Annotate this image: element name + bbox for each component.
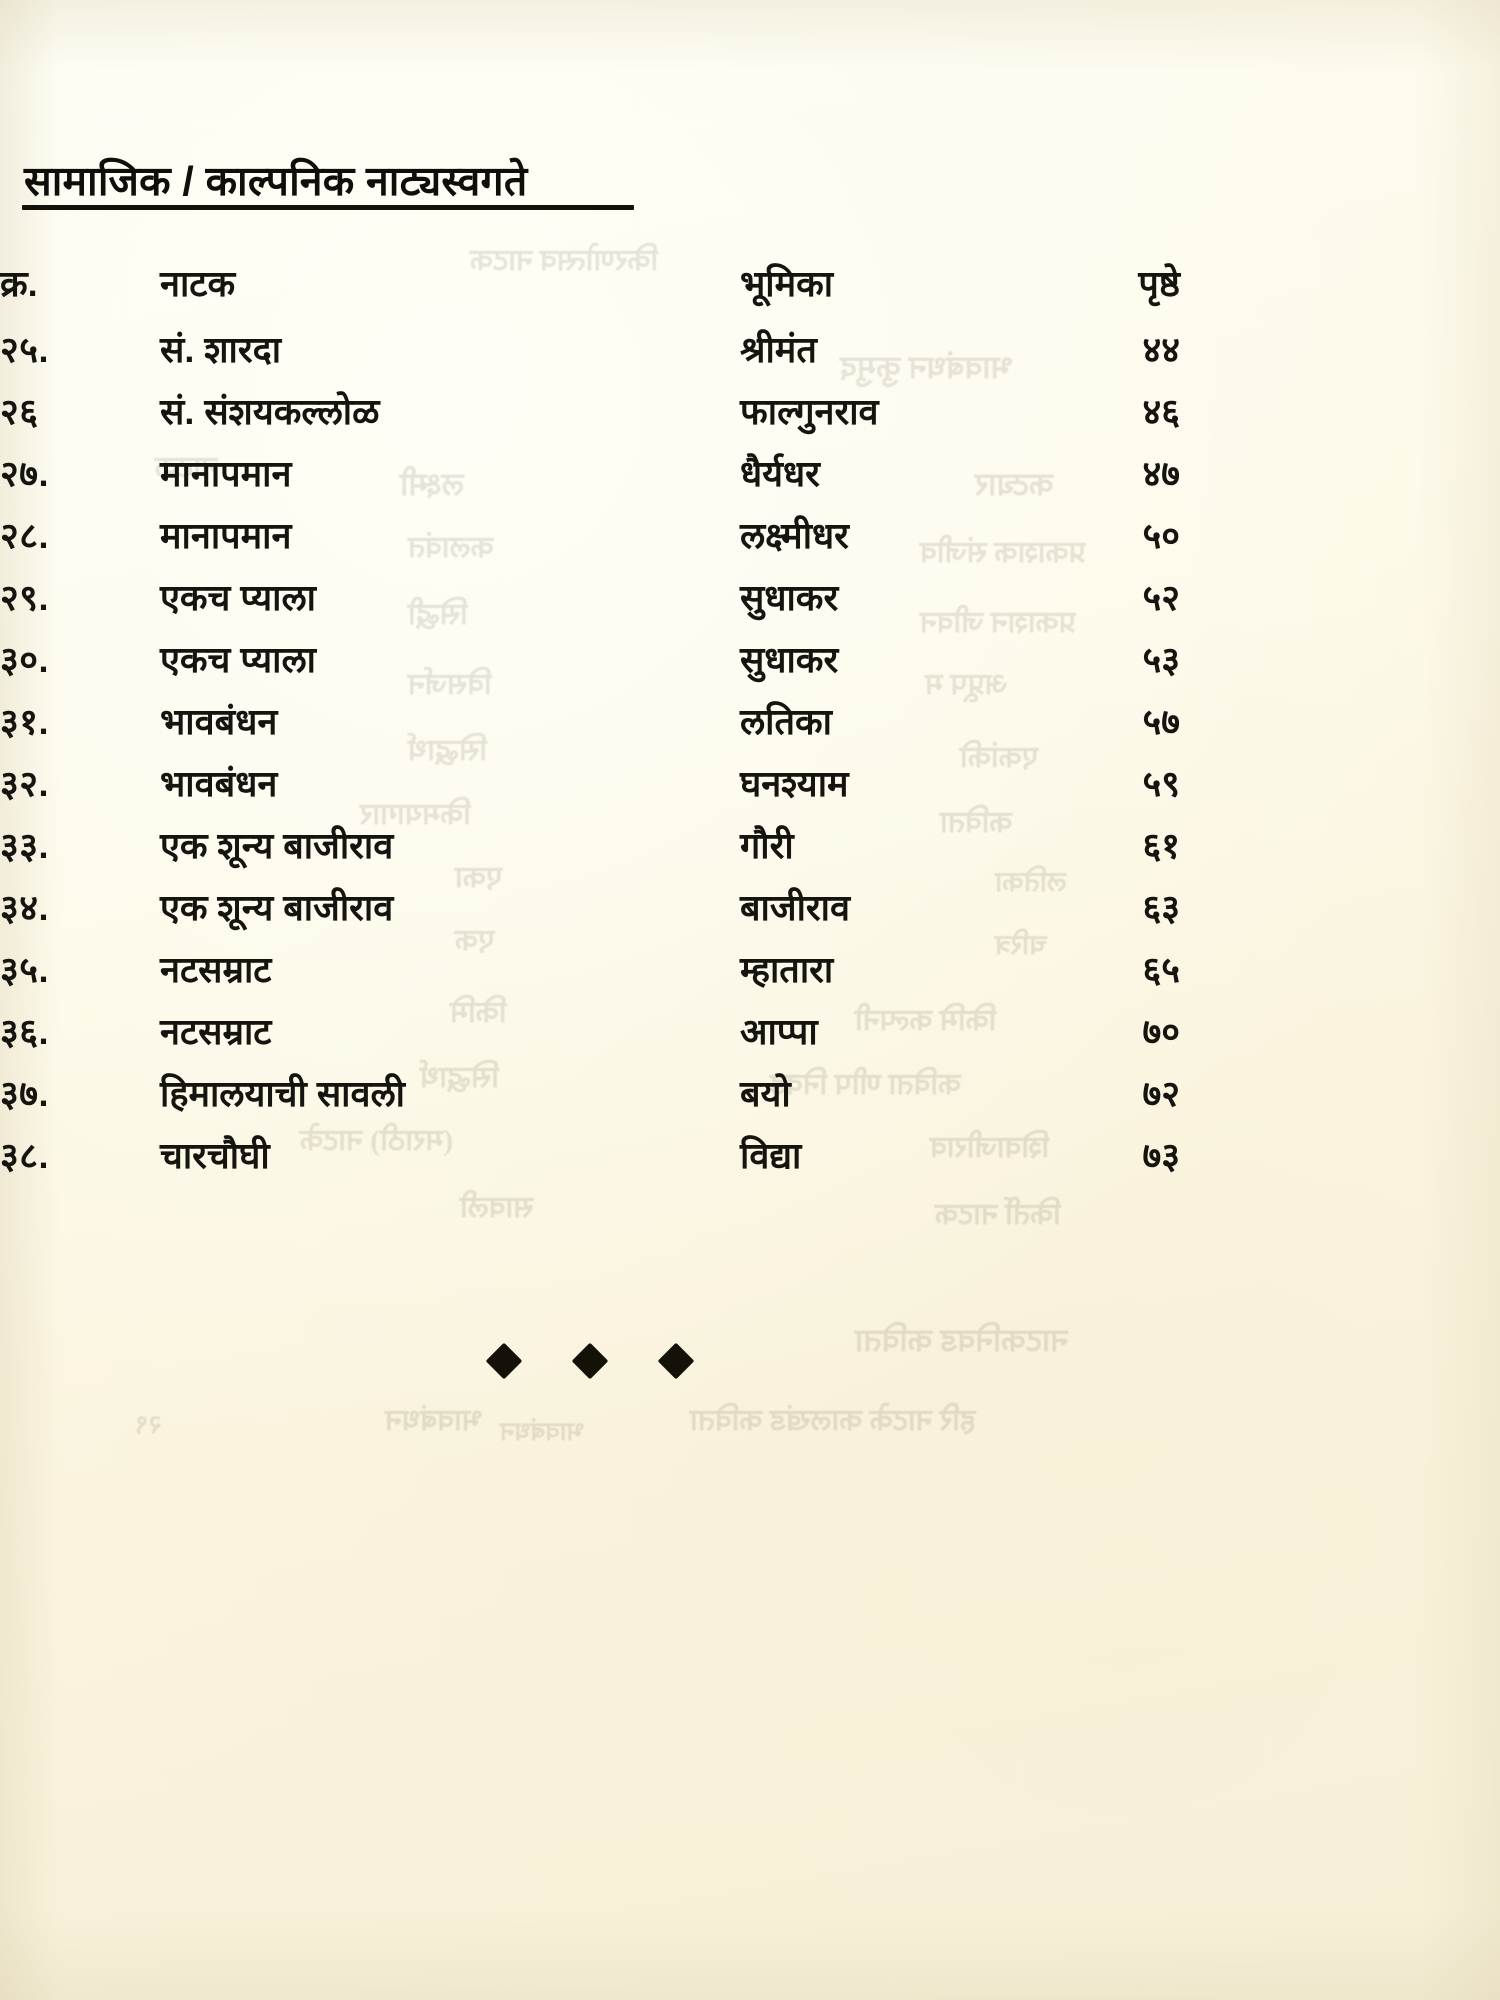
table-row: ३४. एक शून्य बाजीराव बाजीराव ६३ [0,882,1180,944]
entry-page-number: ७० [1142,1011,1180,1052]
entry-page-number: ५२ [1142,577,1180,618]
entry-page-number: ७२ [1142,1073,1180,1114]
entry-page-number: ५० [1142,515,1180,556]
entry-play-title: एक शून्य बाजीराव [160,825,394,866]
entry-role: बाजीराव [740,887,850,928]
entry-play-title: नटसम्राट [160,949,272,990]
table-row: २९. एकच प्याला सुधाकर ५२ [0,572,1180,634]
entry-serial: २५. [0,329,49,370]
table-row: ३५. नटसम्राट म्हातारा ६५ [0,944,1180,1006]
entry-page-number: ४६ [1142,391,1180,432]
entry-role: लतिका [740,701,832,742]
page-title: सामाजिक / काल्पनिक नाट्यस्वगते [24,158,528,204]
entry-role: विद्या [740,1135,802,1176]
table-row: ३२. भावबंधन घनश्याम ५९ [0,758,1180,820]
entry-role: धैर्यधर [740,453,820,494]
entry-page-number: ६३ [1142,887,1180,928]
table-row: ३०. एकच प्याला सुधाकर ५३ [0,634,1180,696]
entry-serial: ३६. [0,1011,49,1052]
entry-play-title: मानापमान [160,453,292,494]
entry-play-title: एक शून्य बाजीराव [160,887,394,928]
entry-serial: ३४. [0,887,49,928]
entry-serial: ३२. [0,763,49,804]
entry-serial: ३१. [0,701,49,742]
entry-serial: २७. [0,453,49,494]
entry-play-title: भावबंधन [160,701,278,742]
diamond-icon [485,1342,523,1380]
entry-role: सुधाकर [740,577,839,618]
table-body: २५. सं. शारदा श्रीमंत ४४ २६ सं. संशयकल्लोळ फाल… [0,324,1180,1192]
column-header-play: नाटक [160,263,236,304]
table-row: २६ सं. संशयकल्लोळ फाल्गुनराव ४६ [0,386,1180,448]
entry-play-title: चारचौघी [160,1135,270,1176]
entry-serial: ३७. [0,1073,49,1114]
entry-serial: २९. [0,577,49,618]
column-header-role: भूमिका [740,263,834,304]
entry-role: बयो [740,1073,791,1114]
column-header-page: पृष्ठे [1138,263,1180,304]
entry-role: घनश्याम [740,763,849,804]
entry-play-title: सं. शारदा [160,329,282,370]
table-row: ३८. चारचौघी विद्या ७३ [0,1130,1180,1192]
entry-role: फाल्गुनराव [740,391,879,432]
entry-role: लक्ष्मीधर [740,515,849,556]
entry-serial: ३०. [0,639,49,680]
contents-table: क्र. नाटक भूमिका पृष्ठे २५. सं. शारदा श्री… [0,258,1180,1192]
entry-play-title: एकच प्याला [160,577,316,618]
entry-page-number: ६१ [1142,825,1180,866]
entry-role: गौरी [740,825,794,866]
entry-page-number: ६५ [1142,949,1180,990]
entry-play-title: एकच प्याला [160,639,316,680]
entry-play-title: नटसम्राट [160,1011,272,1052]
entry-page-number: ५३ [1142,639,1180,680]
table-row: ३३. एक शून्य बाजीराव गौरी ६१ [0,820,1180,882]
entry-serial: ३३. [0,825,49,866]
entry-role: सुधाकर [740,639,839,680]
table-row: २५. सं. शारदा श्रीमंत ४४ [0,324,1180,386]
diamond-icon [571,1342,609,1380]
entry-serial: ३५. [0,949,49,990]
entry-page-number: ४७ [1142,453,1180,494]
entry-role: म्हातारा [740,949,834,990]
table-row: ३७. हिमालयाची सावली बयो ७२ [0,1068,1180,1130]
table-row: ३१. भावबंधन लतिका ५७ [0,696,1180,758]
section-end-ornament [0,1342,1180,1380]
header-row: क्र. नाटक भूमिका पृष्ठे [0,258,1180,324]
entry-play-title: हिमालयाची सावली [160,1073,406,1114]
entry-play-title: मानापमान [160,515,292,556]
table-row: ३६. नटसम्राट आप्पा ७० [0,1006,1180,1068]
entry-page-number: ७३ [1142,1135,1180,1176]
entry-serial: २८. [0,515,49,556]
entry-page-number: ४४ [1142,329,1180,370]
table-row: २८. मानापमान लक्ष्मीधर ५० [0,510,1180,572]
entry-serial: ३८. [0,1135,49,1176]
entry-role: आप्पा [740,1011,818,1052]
column-header-serial: क्र. [0,263,38,304]
table-row: २७. मानापमान धैर्यधर ४७ [0,448,1180,510]
table-header: क्र. नाटक भूमिका पृष्ठे [0,258,1180,324]
entry-page-number: ५७ [1142,701,1180,742]
title-underline [22,205,634,210]
diamond-icon [657,1342,695,1380]
entry-serial: २६ [0,391,39,432]
entry-page-number: ५९ [1142,763,1180,804]
entry-play-title: सं. संशयकल्लोळ [160,391,380,432]
entry-play-title: भावबंधन [160,763,278,804]
entry-role: श्रीमंत [740,329,817,370]
